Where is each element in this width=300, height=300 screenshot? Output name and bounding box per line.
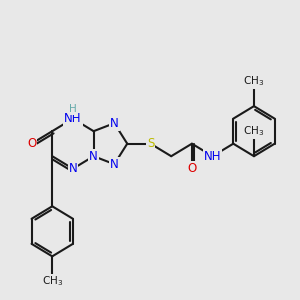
Text: S: S <box>147 137 154 150</box>
Text: N: N <box>89 150 98 163</box>
Text: N: N <box>110 117 119 130</box>
Text: CH$_3$: CH$_3$ <box>42 274 63 288</box>
Text: NH: NH <box>204 150 221 163</box>
Text: CH$_3$: CH$_3$ <box>243 74 265 88</box>
Text: CH$_3$: CH$_3$ <box>243 124 265 138</box>
Text: N: N <box>69 162 77 175</box>
Text: NH: NH <box>64 112 82 125</box>
Text: N: N <box>69 162 77 175</box>
Text: O: O <box>27 137 36 150</box>
Text: N: N <box>110 158 119 171</box>
Text: O: O <box>187 162 196 175</box>
Text: H: H <box>69 104 77 114</box>
